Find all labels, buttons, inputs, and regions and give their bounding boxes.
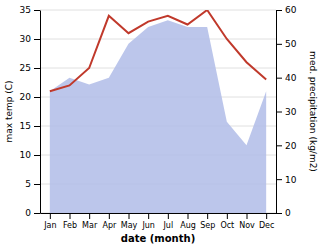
x-tick-label: Oct bbox=[220, 221, 234, 230]
y-tick-mark bbox=[34, 10, 40, 11]
x-tick-label: Jul bbox=[163, 221, 174, 230]
y2-tick-mark bbox=[276, 145, 282, 146]
y2-tick: 20 bbox=[276, 141, 297, 151]
x-tick: Aug bbox=[180, 213, 196, 230]
x-tick-label: Jun bbox=[141, 221, 155, 230]
y-tick-label: 5 bbox=[25, 179, 31, 189]
x-tick: Jun bbox=[141, 213, 155, 230]
line bbox=[50, 10, 266, 91]
y-tick-label: 10 bbox=[20, 150, 32, 160]
y2-tick: 50 bbox=[276, 39, 297, 49]
x-tick: Dec bbox=[259, 213, 274, 230]
grid bbox=[40, 10, 276, 213]
y2-tick-mark bbox=[276, 179, 282, 180]
y2-tick: 40 bbox=[276, 73, 297, 83]
x-tick: May bbox=[121, 213, 138, 230]
y2-tick-label: 30 bbox=[285, 107, 297, 117]
y2-axis: 0 10 20 30 40 50 60 bbox=[276, 5, 297, 218]
area bbox=[50, 20, 266, 213]
y-tick: 5 bbox=[25, 179, 40, 189]
x-tick: Jul bbox=[163, 213, 174, 230]
y-tick: 30 bbox=[20, 34, 40, 44]
y2-tick-label: 50 bbox=[285, 39, 297, 49]
x-tick-mark bbox=[188, 213, 189, 219]
x-tick-mark bbox=[148, 213, 149, 219]
y-tick-label: 35 bbox=[20, 5, 31, 15]
x-tick: Sep bbox=[200, 213, 215, 230]
x-tick-mark bbox=[89, 213, 90, 219]
y2-tick: 0 bbox=[276, 208, 291, 218]
x-tick: Mar bbox=[82, 213, 98, 230]
y-tick: 35 bbox=[20, 5, 40, 15]
y2-tick-mark bbox=[276, 44, 282, 45]
y2-tick-mark bbox=[276, 78, 282, 79]
x-tick: Apr bbox=[102, 213, 117, 230]
x-tick: Jan bbox=[43, 213, 56, 230]
x-tick-label: Dec bbox=[259, 221, 274, 230]
y-tick: 10 bbox=[20, 150, 40, 160]
plot-area bbox=[50, 10, 266, 213]
y-tick-label: 20 bbox=[20, 92, 32, 102]
y-tick-mark bbox=[34, 126, 40, 127]
x-tick-mark bbox=[129, 213, 130, 219]
y2-tick-mark bbox=[276, 10, 282, 11]
y2-tick: 30 bbox=[276, 107, 297, 117]
x-tick-label: Feb bbox=[63, 221, 77, 230]
grid-line bbox=[40, 10, 276, 11]
y-tick-label: 25 bbox=[20, 63, 31, 73]
x-tick-mark bbox=[168, 213, 169, 219]
x-tick-mark bbox=[227, 213, 228, 219]
x-tick-label: Sep bbox=[200, 221, 215, 230]
chart-svg: Jan Feb Mar Apr MayJun Jul Aug Sep Oct Nov Dec 0 5 10… bbox=[0, 0, 318, 247]
y-axis-title: max temp (C) bbox=[4, 80, 14, 142]
y2-tick-label: 40 bbox=[285, 73, 297, 83]
x-tick-label: Aug bbox=[180, 221, 196, 230]
chart-container: Jan Feb Mar Apr MayJun Jul Aug Sep Oct Nov Dec 0 5 10… bbox=[0, 0, 318, 247]
y-tick-label: 0 bbox=[25, 208, 31, 218]
y2-tick-label: 20 bbox=[285, 141, 297, 151]
y2-tick: 60 bbox=[276, 5, 297, 15]
y-tick-mark bbox=[34, 39, 40, 40]
axis-line bbox=[41, 213, 277, 214]
y-axis: 0 5 10 15 20 25 30 35 bbox=[20, 5, 41, 218]
x-tick-mark bbox=[207, 213, 208, 219]
x-tick-mark bbox=[50, 213, 51, 219]
y-tick-mark bbox=[34, 97, 40, 98]
y-tick: 20 bbox=[20, 92, 40, 102]
x-tick-label: May bbox=[121, 221, 138, 230]
x-tick-mark bbox=[70, 213, 71, 219]
y2-axis-title: med. precipitation (kg/m2) bbox=[308, 51, 318, 172]
x-tick-mark bbox=[266, 213, 267, 219]
y-tick-mark bbox=[34, 155, 40, 156]
y-tick-label: 15 bbox=[20, 121, 31, 131]
y2-tick-mark bbox=[276, 112, 282, 113]
y-tick-mark bbox=[34, 213, 40, 214]
x-axis-title: date (month) bbox=[121, 233, 195, 244]
x-axis: Jan Feb Mar Apr MayJun Jul Aug Sep Oct Nov Dec bbox=[41, 213, 277, 230]
x-tick-label: Jan bbox=[43, 221, 56, 230]
x-tick: Feb bbox=[63, 213, 77, 230]
x-tick-mark bbox=[109, 213, 110, 219]
plot-root: Jan Feb Mar Apr MayJun Jul Aug Sep Oct Nov Dec 0 5 10… bbox=[4, 5, 318, 244]
y-tick-mark bbox=[34, 68, 40, 69]
x-tick-label: Apr bbox=[102, 221, 117, 230]
y-tick: 15 bbox=[20, 121, 40, 131]
y2-tick: 10 bbox=[276, 175, 297, 185]
y2-tick-label: 10 bbox=[285, 175, 297, 185]
axis-line bbox=[40, 11, 41, 214]
y2-tick-label: 0 bbox=[285, 208, 291, 218]
y-tick: 25 bbox=[20, 63, 40, 73]
x-tick: Oct bbox=[220, 213, 234, 230]
x-tick-label: Nov bbox=[239, 221, 255, 230]
y-tick-mark bbox=[34, 184, 40, 185]
x-tick-label: Mar bbox=[82, 221, 98, 230]
y-tick: 0 bbox=[25, 208, 40, 218]
y-tick-label: 30 bbox=[20, 34, 32, 44]
y2-tick-label: 60 bbox=[285, 5, 297, 15]
y2-tick-mark bbox=[276, 213, 282, 214]
x-tick-mark bbox=[247, 213, 248, 219]
x-tick: Nov bbox=[239, 213, 255, 230]
